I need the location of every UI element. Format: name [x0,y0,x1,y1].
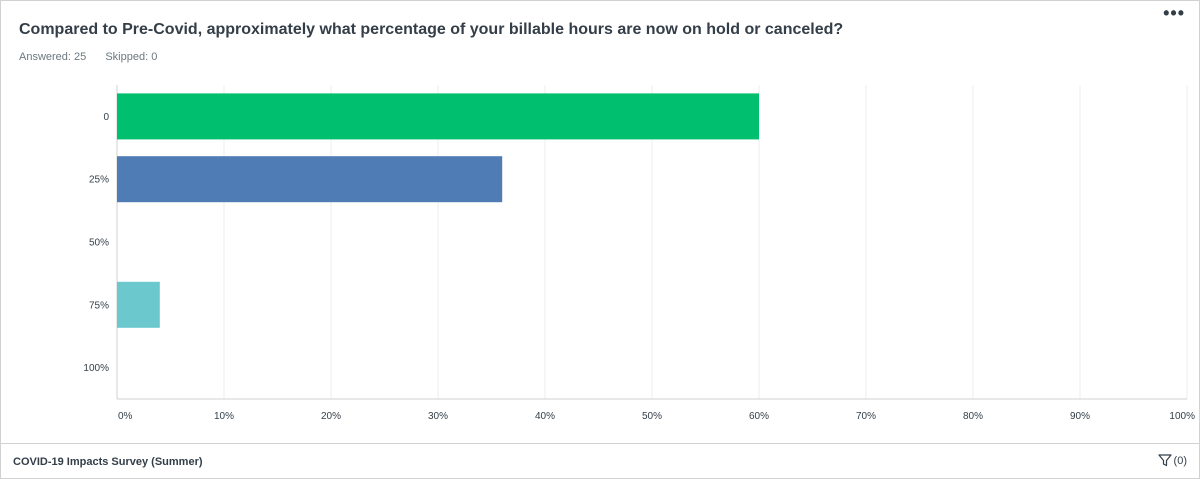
filter-count: (0) [1173,454,1187,467]
x-tick-label: 100% [1169,411,1195,422]
category-label: 75% [89,300,109,311]
question-title: Compared to Pre-Covid, approximately wha… [19,21,844,38]
more-options-icon[interactable]: ••• [1163,3,1185,23]
x-tick-label: 20% [321,411,341,422]
x-tick-label: 90% [1070,411,1090,422]
x-tick-label: 70% [856,411,876,422]
x-tick-label: 0% [118,411,133,422]
response-stats: Answered: 25 Skipped: 0 [19,51,173,63]
survey-name: COVID-19 Impacts Survey (Summer) [13,456,203,468]
skipped-count: Skipped: 0 [105,51,158,63]
bar-chart: 0 25% 50% 75% 100% 0% 10% 20% 30% 40% 50% 60% 70% 80%… [83,85,1195,422]
category-label: 100% [83,363,109,374]
x-tick-label: 50% [642,411,662,422]
filter-icon [1157,454,1172,467]
bar [117,156,503,203]
category-label: 0 [103,112,109,123]
x-tick-label: 80% [963,411,983,422]
x-tick-label: 30% [428,411,448,422]
category-label: 50% [89,238,109,249]
answered-count: Answered: 25 [19,51,87,63]
category-label: 25% [89,175,109,186]
x-tick-label: 40% [535,411,555,422]
x-tick-label: 60% [749,411,769,422]
bar [117,281,160,328]
bar [117,93,759,140]
filter-button[interactable]: (0) [1157,454,1187,467]
footer-divider [1,443,1199,444]
x-tick-label: 10% [214,411,234,422]
